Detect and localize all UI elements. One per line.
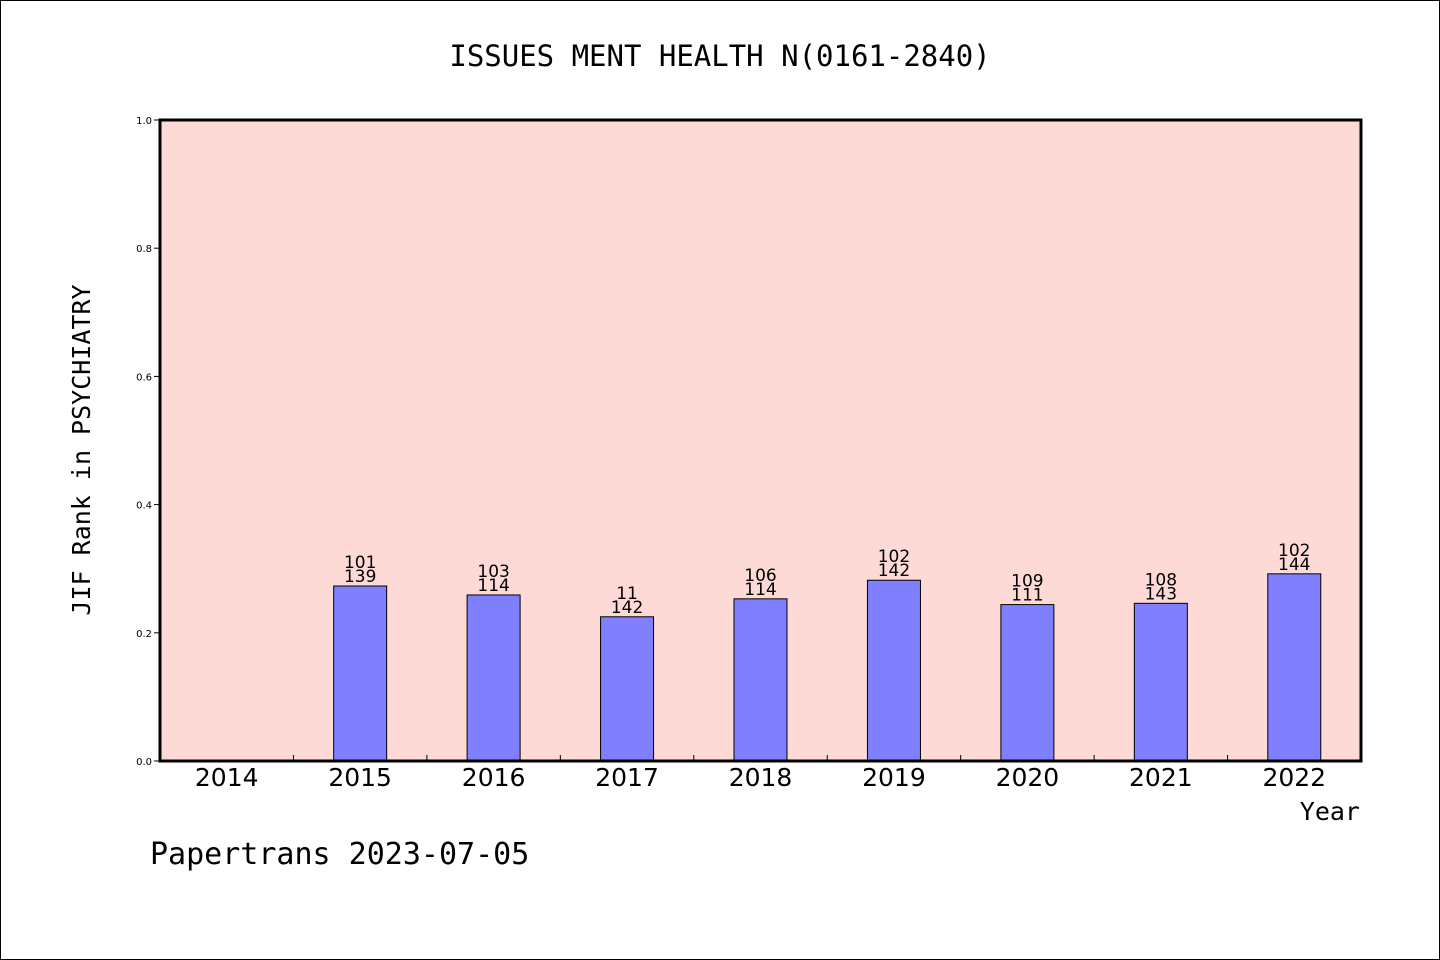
bar-rank-label: 11	[616, 584, 638, 604]
bar-total-label: 111	[1011, 586, 1043, 606]
y-tick-label: 0.6	[136, 372, 152, 383]
y-tick-label: 0.0	[136, 757, 152, 768]
x-tick-label: 2019	[862, 763, 926, 792]
bar-rank-label: 103	[477, 562, 509, 582]
bar-total-label: 114	[744, 580, 776, 600]
x-tick-label: 2018	[729, 763, 793, 792]
bar-rank-label: 109	[1011, 572, 1043, 592]
y-tick-label: 1.0	[136, 116, 152, 127]
y-tick-label: 0.8	[136, 244, 152, 255]
x-axis-label: Year	[1300, 797, 1360, 826]
x-tick-label: 2022	[1262, 763, 1326, 792]
bar-total-label: 142	[611, 598, 643, 618]
x-tick-label: 2014	[195, 763, 259, 792]
bar-2021	[1133, 602, 1188, 762]
x-tick-label: 2021	[1129, 763, 1193, 792]
bar-total-label: 144	[1278, 555, 1310, 575]
bar-rank-label: 108	[1145, 570, 1177, 590]
bar-2016	[466, 594, 521, 762]
x-tick-label: 2017	[595, 763, 659, 792]
bar-2022	[1267, 573, 1322, 762]
y-axis-label: JIF Rank in PSYCHIATRY	[67, 284, 96, 615]
bar-rank-label: 102	[878, 547, 910, 567]
plot-border	[158, 118, 1363, 763]
chart-title: ISSUES MENT HEALTH N(0161-2840)	[449, 39, 990, 73]
bars-group	[333, 573, 1322, 762]
x-tick-label: 2016	[462, 763, 526, 792]
bar-2017	[600, 616, 655, 762]
bar-rank-label: 102	[1278, 541, 1310, 561]
bar-rank-label: 101	[344, 553, 376, 573]
bar-rank-label: 106	[744, 566, 776, 586]
bar-total-label: 139	[344, 567, 376, 587]
y-tick-label: 0.4	[136, 501, 152, 512]
bar-2019	[866, 579, 921, 762]
bar-total-label: 143	[1145, 584, 1177, 604]
bar-2018	[733, 598, 788, 762]
x-tick-label: 2020	[996, 763, 1060, 792]
bar-2020	[1000, 604, 1055, 762]
bar-2015	[333, 585, 388, 762]
bar-total-label: 114	[477, 576, 509, 596]
y-tick-label: 0.2	[136, 629, 152, 640]
bar-total-label: 142	[878, 561, 910, 581]
x-axis: 2014 2015 2016 2017 2018 2019 2020 2021 2022	[195, 755, 1326, 792]
x-tick-label: 2015	[328, 763, 392, 792]
source-footer: Papertrans 2023-07-05	[150, 837, 529, 872]
